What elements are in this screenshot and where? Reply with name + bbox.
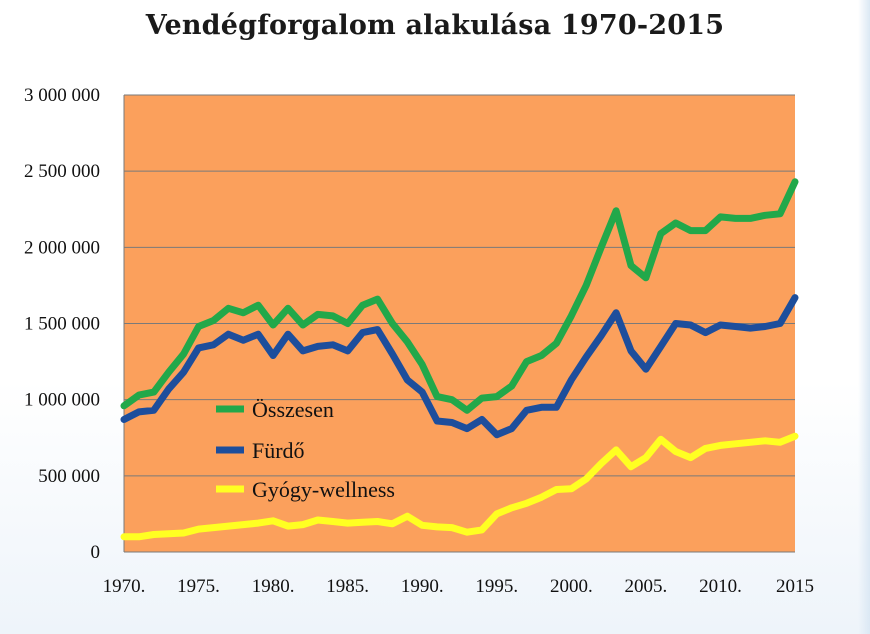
y-tick-label: 2 500 000 xyxy=(24,161,100,182)
x-tick-label: 1995. xyxy=(475,576,518,597)
series-line-1 xyxy=(120,178,799,414)
y-tick-label: 3 000 000 xyxy=(24,85,100,106)
x-tick-label: 1990. xyxy=(401,576,444,597)
legend-label-2: Fürdő xyxy=(252,438,305,463)
legend-label-3: Gyógy-wellness xyxy=(252,477,395,502)
y-tick-label: 0 xyxy=(91,542,101,563)
y-tick-label: 2 000 000 xyxy=(24,237,100,258)
slide-edge-gradient xyxy=(858,0,870,634)
legend-label-1: Összesen xyxy=(252,397,334,422)
y-tick-label: 1 000 000 xyxy=(24,390,100,411)
x-tick-label: 2000. xyxy=(550,576,593,597)
x-tick-label: 2015 xyxy=(776,576,814,597)
x-tick-label: 1975. xyxy=(177,576,220,597)
chart-title: Vendégforgalom alakulása 1970-2015 xyxy=(145,10,725,41)
x-tick-label: 1985. xyxy=(326,576,369,597)
x-tick-label: 2010. xyxy=(699,576,742,597)
x-tick-label: 1970. xyxy=(103,576,146,597)
x-tick-label: 2005. xyxy=(625,576,668,597)
series-line-2 xyxy=(120,294,799,439)
x-tick-label: 1980. xyxy=(252,576,295,597)
y-tick-label: 500 000 xyxy=(38,466,100,487)
y-tick-label: 1 500 000 xyxy=(24,314,100,335)
series-line-3 xyxy=(120,432,799,541)
